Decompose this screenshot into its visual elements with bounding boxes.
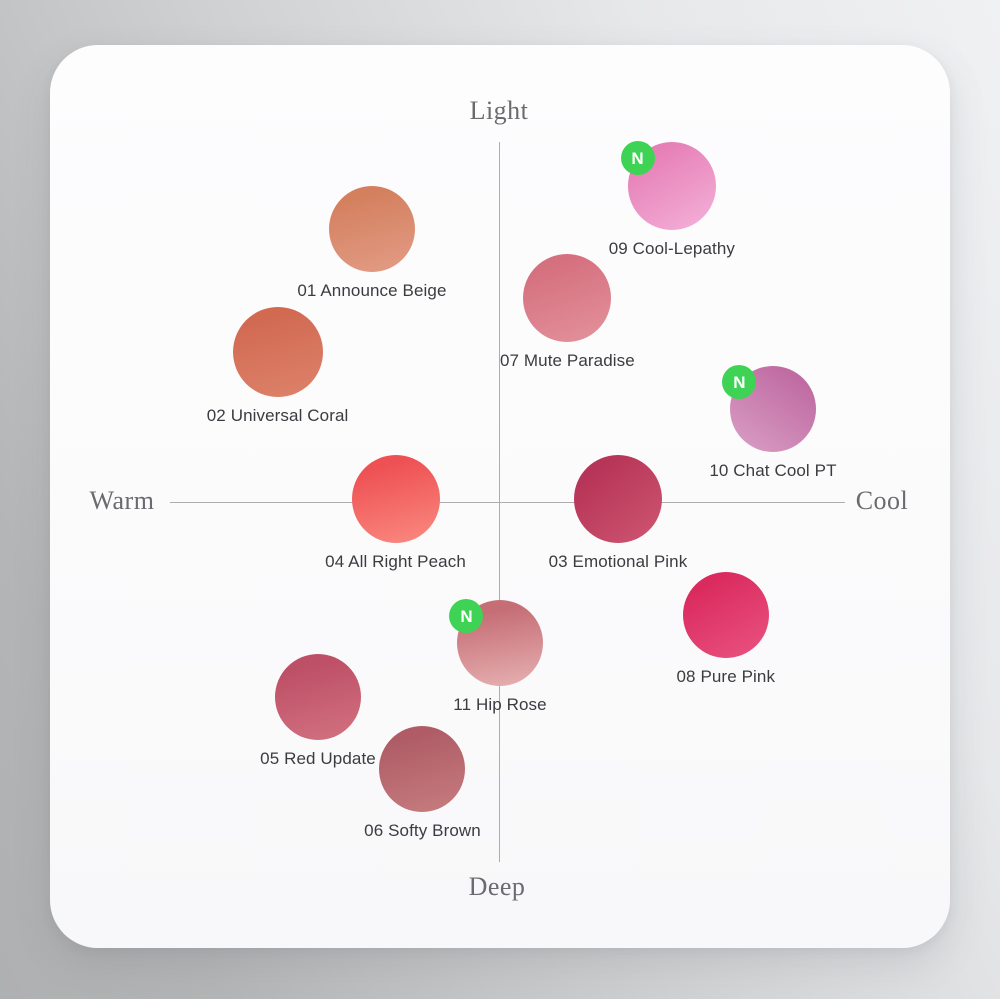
shade-label-03: 03 Emotional Pink xyxy=(548,552,688,572)
shade-dot-02 xyxy=(232,306,323,397)
shade-label-05: 05 Red Update xyxy=(260,749,376,769)
shade-dot-01 xyxy=(328,186,415,273)
shade-dot-04 xyxy=(351,455,440,544)
new-badge-icon: N xyxy=(449,599,484,634)
shade-label-08: 08 Pure Pink xyxy=(676,666,776,686)
shade-label-06: 06 Softy Brown xyxy=(364,821,481,841)
axis-label-warm: Warm xyxy=(89,486,155,515)
new-badge-icon: N xyxy=(722,365,757,400)
shade-label-01: 01 Announce Beige xyxy=(297,281,447,301)
shade-label-07: 07 Mute Paradise xyxy=(499,350,635,370)
horizontal-axis-line xyxy=(170,502,845,503)
quadrant-chart-card: Light Deep Warm Cool 01 Announce Beige 02… xyxy=(50,45,950,948)
shade-dot-07 xyxy=(523,253,612,342)
axis-label-deep: Deep xyxy=(468,872,526,901)
points-layer: 01 Announce Beige 02 Universal Coral 03 Em… xyxy=(50,45,950,948)
shade-dot-06 xyxy=(379,726,466,813)
new-badge-icon: N xyxy=(620,141,655,176)
shade-label-09: 09 Cool-Lepathy xyxy=(608,239,735,259)
shade-dot-03 xyxy=(573,455,662,544)
shade-label-04: 04 All Right Peach xyxy=(325,552,466,572)
shade-label-10: 10 Chat Cool PT xyxy=(709,461,837,481)
shade-dot-05 xyxy=(275,654,362,741)
axis-label-cool: Cool xyxy=(855,486,909,515)
axis-label-light: Light xyxy=(469,96,529,125)
shade-dot-08 xyxy=(682,571,769,658)
shade-label-11: 11 Hip Rose xyxy=(453,695,547,715)
shade-label-02: 02 Universal Coral xyxy=(206,405,349,425)
